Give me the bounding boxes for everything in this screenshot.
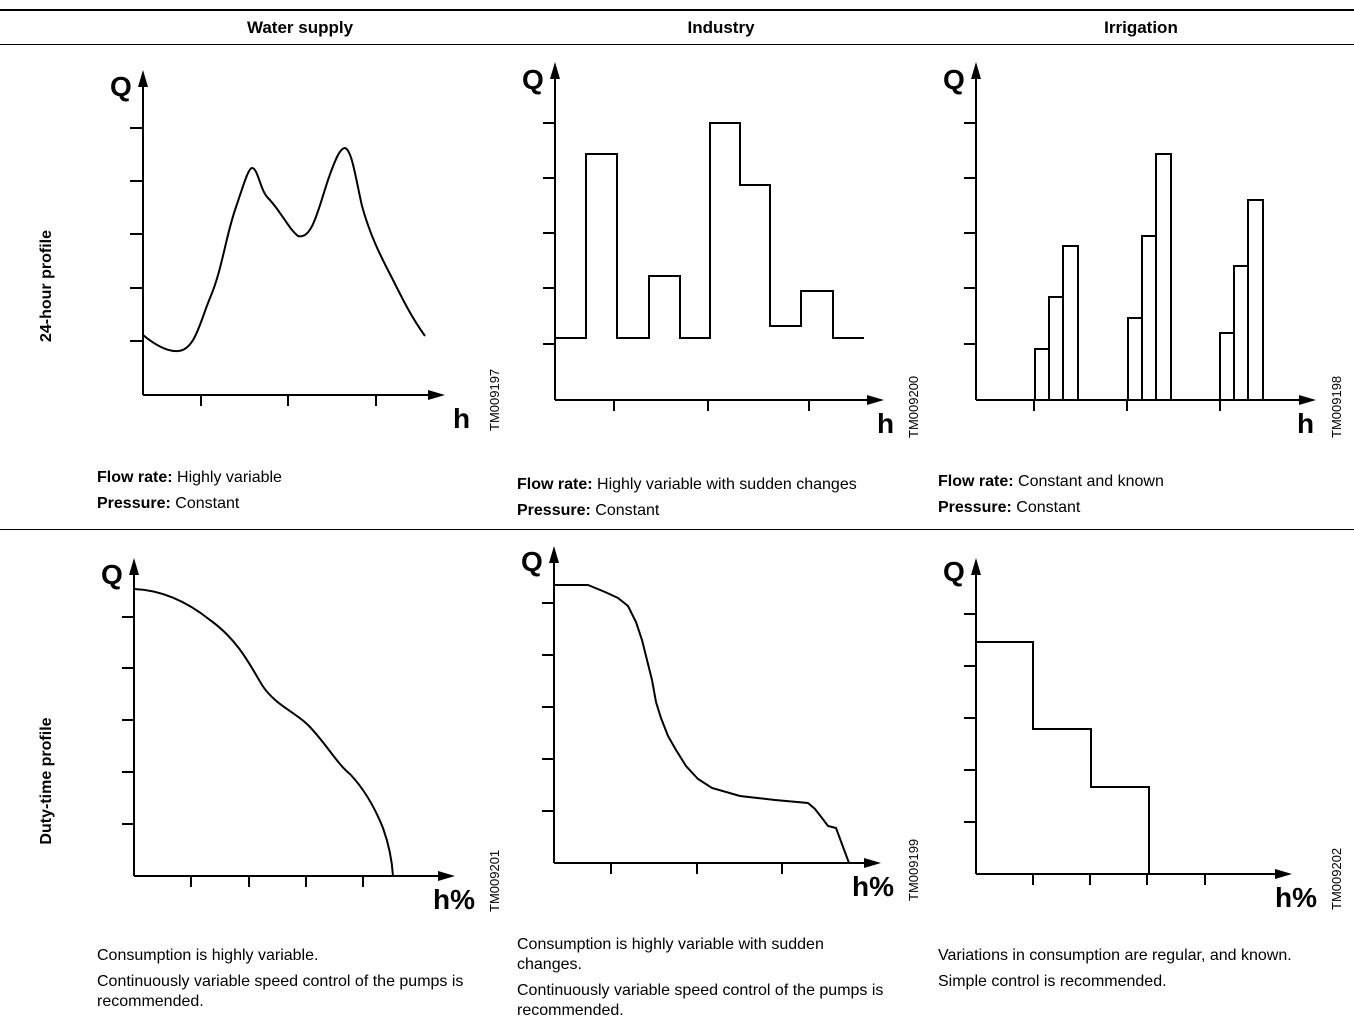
row-divider: [0, 529, 1354, 530]
x-axis-label: h: [877, 408, 895, 439]
x-arrow: [1299, 395, 1316, 405]
y-axis-label: Q: [521, 546, 543, 577]
water-supply-24h-caption: Flow rate: Highly variable Pressure: Con…: [97, 468, 497, 520]
y-arrow: [138, 70, 148, 87]
y-arrow: [549, 546, 559, 563]
flow-rate-value: Highly variable with sudden changes: [592, 476, 857, 493]
flow-rate-value: Constant and known: [1013, 473, 1164, 490]
pressure-value: Constant: [1011, 499, 1081, 516]
y-axis-label: Q: [101, 559, 123, 590]
pressure-value: Constant: [170, 495, 240, 512]
column-header-industry: Industry: [687, 18, 755, 37]
x-arrow: [438, 871, 455, 881]
irrigation-duty-svg: [964, 558, 1292, 885]
irrigation-24h-caption: Flow rate: Constant and known Pressure: …: [938, 472, 1338, 524]
water-supply-24h-curve: [142, 146, 426, 353]
y-axis-label: Q: [522, 64, 544, 95]
y-axis-label: Q: [943, 64, 965, 95]
pressure-label: Pressure:: [97, 495, 171, 512]
figure-code: TM009202: [1329, 847, 1344, 910]
industry-24h-caption: Flow rate: Highly variable with sudden c…: [517, 475, 927, 527]
irrigation-duty-step-line: [976, 641, 1150, 874]
pressure-label: Pressure:: [938, 499, 1012, 516]
pressure-value: Constant: [590, 502, 660, 519]
water-supply-duty-svg: [122, 558, 455, 887]
caption-line-2: Simple control is recommended.: [938, 973, 1167, 990]
irrigation-24h-bars: [1034, 153, 1264, 401]
industry-duty-curve: [554, 584, 850, 864]
flow-rate-label: Flow rate:: [938, 473, 1014, 490]
pressure-label: Pressure:: [517, 502, 591, 519]
top-rule: [0, 9, 1354, 11]
y-arrow: [971, 62, 981, 79]
y-arrow: [971, 558, 981, 575]
flow-rate-label: Flow rate:: [97, 469, 173, 486]
x-axis-label: h%: [1275, 882, 1317, 913]
x-arrow: [1275, 869, 1292, 879]
x-axis-label: h%: [433, 884, 475, 915]
industry-duty-svg: [542, 546, 881, 874]
y-axis-label: Q: [110, 71, 132, 102]
water-supply-duty-curve: [133, 588, 394, 877]
x-axis-label: h: [1297, 408, 1315, 439]
y-arrow: [129, 558, 139, 575]
column-header-irrigation: Irrigation: [1104, 18, 1178, 37]
column-header-water-supply: Water supply: [246, 18, 354, 37]
caption-line-1: Variations in consumption are regular, a…: [938, 947, 1292, 964]
flow-rate-label: Flow rate:: [517, 476, 593, 493]
x-axis-label: h%: [852, 871, 894, 902]
x-axis-label: h: [453, 403, 471, 434]
y-axis-label: Q: [943, 556, 965, 587]
header-rule: [0, 44, 1354, 45]
x-arrow: [428, 390, 445, 400]
caption-line-2: Continuously variable speed control of t…: [97, 973, 464, 1010]
x-arrow: [867, 395, 884, 405]
y-arrow: [550, 62, 560, 79]
industry-duty-caption: Consumption is highly variable with sudd…: [517, 935, 892, 1027]
caption-line-1: Consumption is highly variable.: [97, 947, 319, 964]
caption-line-2: Continuously variable speed control of t…: [517, 982, 884, 1019]
industry-24h-svg: [543, 62, 884, 411]
irrigation-duty-caption: Variations in consumption are regular, a…: [938, 946, 1318, 998]
industry-24h-step-line: [555, 122, 864, 339]
water-supply-24h-svg: [130, 70, 445, 406]
water-supply-duty-caption: Consumption is highly variable. Continuo…: [97, 946, 467, 1018]
flow-rate-value: Highly variable: [172, 469, 282, 486]
x-arrow: [864, 858, 881, 868]
irrigation-24h-svg: [964, 62, 1316, 411]
caption-line-1: Consumption is highly variable with sudd…: [517, 936, 824, 973]
